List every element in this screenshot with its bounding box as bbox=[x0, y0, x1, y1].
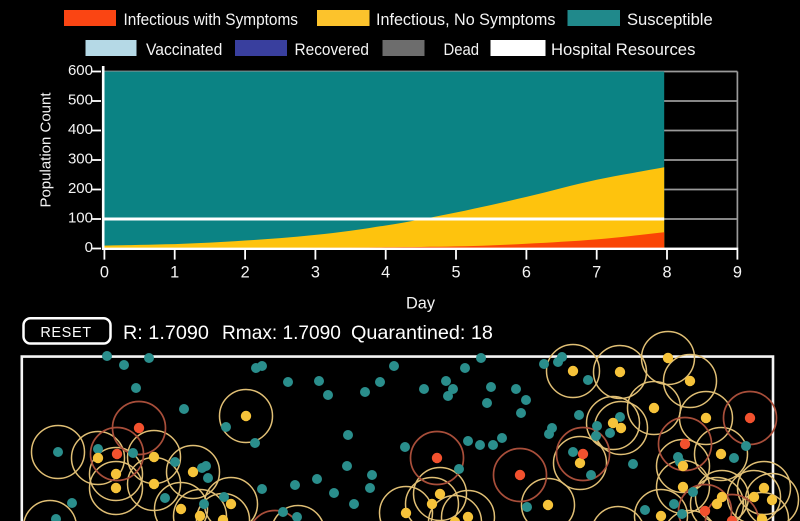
svg-text:0: 0 bbox=[100, 264, 109, 282]
svg-text:Population Count: Population Count bbox=[38, 92, 55, 208]
svg-text:Infectious with Symptoms: Infectious with Symptoms bbox=[124, 11, 299, 29]
svg-text:600: 600 bbox=[68, 62, 93, 79]
svg-text:Vaccinated: Vaccinated bbox=[146, 41, 222, 59]
svg-text:200: 200 bbox=[68, 180, 93, 197]
svg-text:6: 6 bbox=[522, 264, 531, 282]
svg-text:Dead: Dead bbox=[444, 41, 480, 59]
svg-text:R: 1.7090: R: 1.7090 bbox=[123, 322, 209, 344]
svg-text:400: 400 bbox=[68, 121, 93, 138]
svg-text:5: 5 bbox=[451, 264, 460, 282]
svg-text:300: 300 bbox=[68, 151, 93, 168]
svg-text:8: 8 bbox=[662, 264, 671, 282]
svg-text:7: 7 bbox=[592, 264, 601, 282]
svg-text:Day: Day bbox=[406, 295, 436, 313]
svg-text:Susceptible: Susceptible bbox=[627, 11, 713, 29]
svg-text:100: 100 bbox=[68, 210, 93, 227]
svg-text:Rmax: 1.7090: Rmax: 1.7090 bbox=[222, 322, 341, 344]
svg-text:1: 1 bbox=[170, 264, 179, 282]
svg-text:Hospital Resources: Hospital Resources bbox=[551, 41, 695, 59]
svg-text:500: 500 bbox=[68, 92, 93, 109]
svg-text:0: 0 bbox=[85, 239, 93, 256]
svg-text:2: 2 bbox=[241, 264, 250, 282]
svg-text:Recovered: Recovered bbox=[295, 41, 370, 59]
svg-text:9: 9 bbox=[733, 264, 742, 282]
svg-text:3: 3 bbox=[311, 264, 320, 282]
svg-text:Infectious, No Symptoms: Infectious, No Symptoms bbox=[376, 11, 555, 29]
svg-text:4: 4 bbox=[381, 264, 390, 282]
svg-text:RESET: RESET bbox=[40, 325, 91, 341]
svg-text:Quarantined: 18: Quarantined: 18 bbox=[351, 322, 493, 344]
